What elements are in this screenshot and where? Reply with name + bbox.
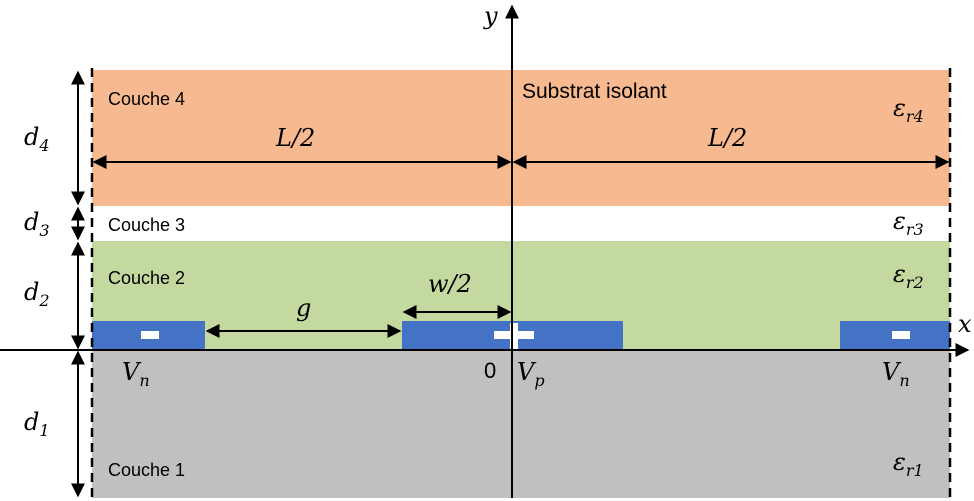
eps-r4-label: εr4 (893, 94, 924, 126)
electrode-left (92, 321, 205, 350)
l-half-left-label: L/2 (275, 124, 315, 152)
potential-left: Vn (122, 358, 150, 390)
layer-4-region (92, 70, 950, 206)
layer-3-region (92, 206, 950, 241)
d2-label: d2 (24, 278, 50, 310)
y-axis-label: y (483, 2, 498, 30)
l-half-right-label: L/2 (707, 124, 747, 152)
layer-1-region (92, 350, 950, 498)
half-width-label: w/2 (428, 270, 472, 298)
potential-center: Vp (517, 358, 545, 390)
x-axis-label: x (958, 310, 972, 338)
layer-3-name: Couche 3 (108, 215, 185, 235)
layer-2-name: Couche 2 (108, 268, 185, 288)
d4-label: d4 (24, 123, 50, 155)
eps-r2-label: εr2 (893, 260, 924, 292)
potential-right: Vn (882, 358, 910, 390)
electrode-right (840, 321, 950, 350)
d3-label: d3 (24, 208, 50, 240)
gap-label: g (296, 294, 311, 322)
layer-1-name: Couche 1 (108, 460, 185, 480)
substrate-label: Substrat isolant (522, 80, 667, 103)
eps-r3-label: εr3 (893, 207, 924, 239)
eps-r1-label: εr1 (893, 448, 924, 480)
layer-4-name: Couche 4 (108, 89, 185, 109)
d1-label: d1 (24, 408, 50, 440)
origin-label: 0 (484, 358, 496, 383)
